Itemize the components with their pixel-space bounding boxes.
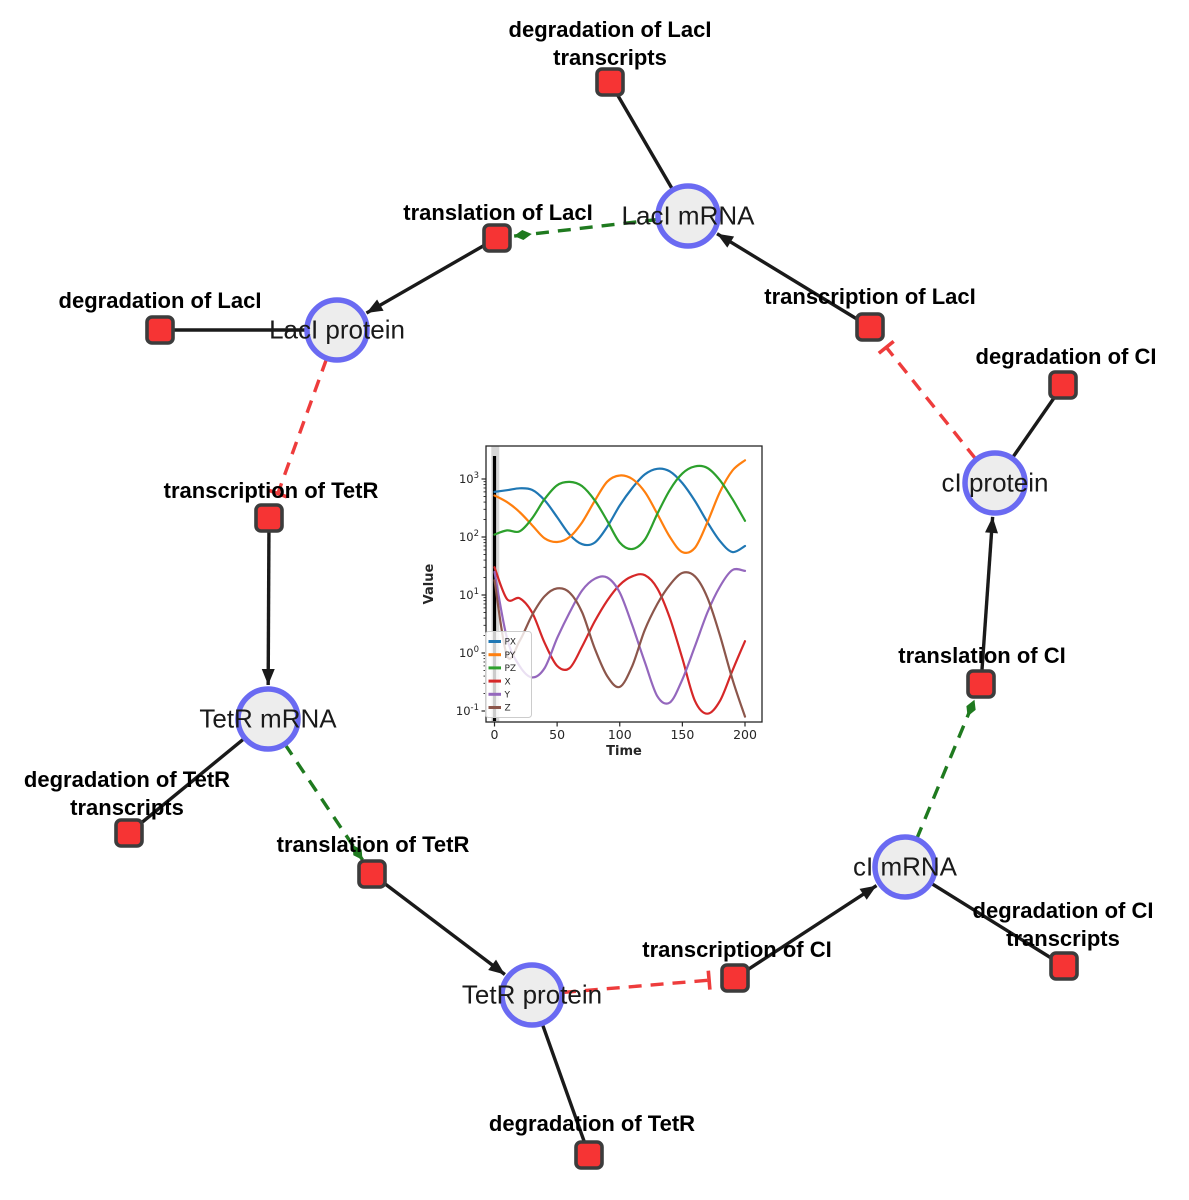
edge-inhibition-ci_protein-tx_laci: [877, 339, 977, 460]
edge-production-tx_ci-ci_mrna: [734, 884, 878, 980]
reaction-node-transl_laci: [482, 223, 512, 253]
series-line-px: [493, 467, 747, 554]
reaction-node-deg_ci: [1048, 370, 1078, 400]
legend-label-z: Z: [505, 704, 511, 714]
y-axis-label: Value: [422, 563, 437, 604]
x-tick-label: 50: [549, 727, 565, 742]
legend-label-x: X: [505, 677, 511, 687]
reaction-node-transl_tetr: [357, 859, 387, 889]
species-node-tetr_protein: [499, 962, 565, 1028]
edge-production-transl_tetr-tetr_protein: [370, 872, 506, 976]
series-line-x: [493, 566, 747, 715]
legend: PX PY PZ XYZ: [485, 631, 532, 718]
reaction-node-deg_laci: [145, 315, 175, 345]
edge-production-tx_laci-laci_mrna: [716, 232, 871, 329]
edge-inhibition-laci_protein-tx_tetr: [268, 358, 329, 499]
series-line-y: [493, 567, 747, 705]
edge-catalysis-ci_mrna-transl_ci: [914, 699, 977, 840]
x-tick-label: 0: [491, 727, 499, 742]
plot-frame: [485, 445, 763, 723]
y-tick-label: 102: [459, 529, 479, 544]
reaction-node-tx_tetr: [254, 503, 284, 533]
legend-box: [485, 631, 532, 718]
reaction-node-deg_tetr: [574, 1140, 604, 1170]
x-axis-label: Time: [606, 744, 642, 759]
series-line-pz: [493, 464, 747, 551]
species-node-ci_mrna: [872, 834, 938, 900]
edge-production-transl_laci-laci_protein: [365, 236, 498, 315]
reaction-node-transl_ci: [966, 669, 996, 699]
edge-production-tx_tetr-tetr_mrna: [261, 517, 275, 686]
reaction-node-deg_ci_tx: [1049, 951, 1079, 981]
reaction-node-deg_tetr_tx: [114, 818, 144, 848]
x-tick-label: 150: [670, 727, 694, 742]
legend-label-px: PX: [505, 638, 517, 648]
edge-catalysis-tetr_mrna-transl_tetr: [283, 742, 364, 861]
reaction-node-deg_laci_tx: [595, 67, 625, 97]
species-node-ci_protein: [962, 450, 1028, 516]
legend-label-y: Y: [504, 691, 511, 701]
edge-production-transl_ci-ci_protein: [979, 516, 999, 685]
series-line-z: [493, 571, 747, 718]
y-tick-label: 100: [459, 645, 479, 660]
reaction-node-tx_ci: [720, 963, 750, 993]
legend-label-pz: PZ: [505, 664, 517, 674]
reaction-node-tx_laci: [855, 312, 885, 342]
species-node-tetr_mrna: [235, 686, 301, 752]
series-layer: [493, 459, 747, 718]
y-tick-label: 10-1: [456, 703, 479, 718]
nodes-layer: [114, 67, 1079, 1170]
x-tick-label: 200: [733, 727, 757, 742]
species-node-laci_mrna: [655, 183, 721, 249]
y-tick-label: 101: [459, 587, 479, 602]
edge-inhibition-tetr_protein-tx_ci: [562, 970, 712, 995]
inset-chart: 0 50 100 150 20010310210110010-1TimeValuePXP…: [422, 445, 763, 759]
series-line-py: [493, 459, 747, 554]
species-node-laci_protein: [304, 297, 370, 363]
edge-catalysis-laci_mrna-transl_laci: [513, 217, 659, 240]
x-tick-label: 100: [608, 727, 632, 742]
y-tick-label: 103: [459, 471, 479, 486]
legend-label-py: PY: [505, 651, 516, 661]
